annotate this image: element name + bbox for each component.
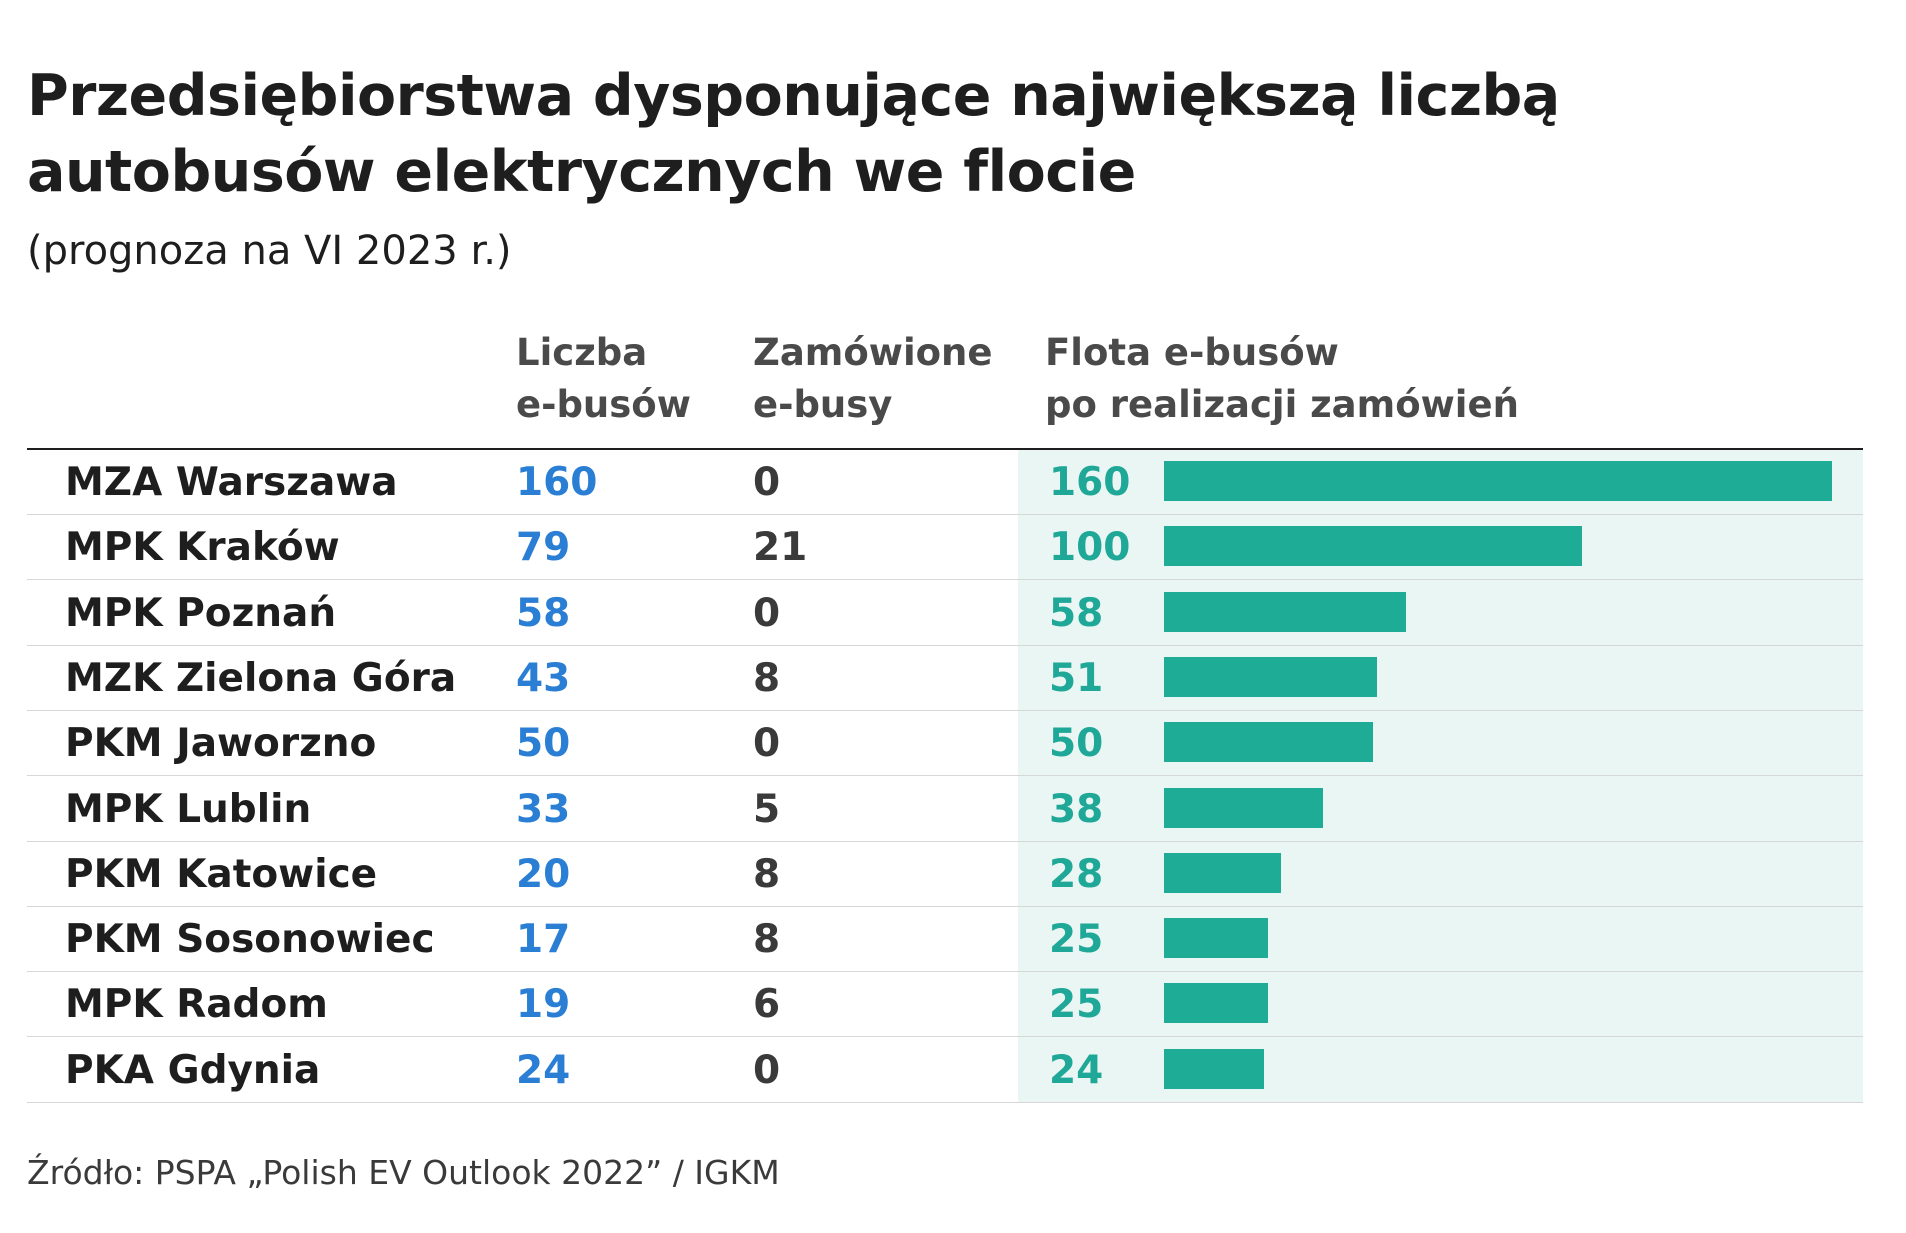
row-divider bbox=[27, 775, 1863, 777]
column-header-ordered-line-2: e-busy bbox=[753, 383, 893, 426]
table-row: MZK Zielona Góra 43 8 51 bbox=[27, 646, 1863, 711]
company-name: PKM Katowice bbox=[65, 851, 378, 897]
row-divider bbox=[27, 1101, 1863, 1103]
row-divider bbox=[27, 905, 1863, 907]
fleet-after-orders: 25 bbox=[1049, 917, 1104, 963]
ordered-ebuses: 0 bbox=[753, 590, 781, 636]
chart-title: Przedsiębiorstwa dysponujące największą … bbox=[27, 58, 1727, 210]
fleet-bar bbox=[1164, 722, 1373, 763]
fleet-bar bbox=[1164, 591, 1407, 632]
ebus-count: 160 bbox=[516, 460, 598, 505]
ordered-ebuses: 6 bbox=[753, 982, 781, 1028]
column-header-count: Liczba e-busów bbox=[516, 327, 691, 431]
row-divider bbox=[27, 514, 1863, 515]
row-divider bbox=[27, 644, 1863, 646]
ebus-count: 50 bbox=[516, 721, 571, 767]
table-row: PKM Sosonowiec 17 8 25 bbox=[27, 907, 1863, 973]
ebus-count: 17 bbox=[516, 917, 571, 963]
ebus-count: 24 bbox=[516, 1047, 571, 1093]
fleet-bar bbox=[1164, 1048, 1265, 1089]
table-row: MPK Lublin 33 5 38 bbox=[27, 777, 1863, 842]
column-header-count-line-1: Liczba bbox=[516, 331, 648, 374]
ordered-ebuses: 0 bbox=[753, 460, 781, 505]
fleet-bar bbox=[1164, 852, 1281, 893]
fleet-after-orders: 50 bbox=[1049, 721, 1104, 767]
company-name: PKM Jaworzno bbox=[65, 721, 377, 767]
fleet-after-orders: 100 bbox=[1049, 525, 1131, 571]
chart-subtitle: (prognoza na VI 2023 r.) bbox=[27, 228, 512, 274]
fleet-bar bbox=[1164, 461, 1832, 501]
company-name: MZA Warszawa bbox=[65, 460, 398, 505]
table-row: PKM Katowice 20 8 28 bbox=[27, 842, 1863, 907]
title-line-1: Przedsiębiorstwa dysponujące największą … bbox=[27, 63, 1560, 129]
ordered-ebuses: 0 bbox=[753, 721, 781, 767]
fleet-bar bbox=[1164, 656, 1377, 697]
table-row: MZA Warszawa 160 0 160 bbox=[27, 450, 1863, 515]
ebus-count: 19 bbox=[516, 982, 571, 1028]
column-header-fleet-line-1: Flota e-busów bbox=[1045, 331, 1339, 374]
table-row: MPK Poznań 58 0 58 bbox=[27, 581, 1863, 646]
table-row: MPK Radom 19 6 25 bbox=[27, 972, 1863, 1038]
column-header-fleet-line-2: po realizacji zamówień bbox=[1045, 383, 1519, 426]
ebus-count: 43 bbox=[516, 655, 571, 701]
company-name: MPK Lublin bbox=[65, 786, 312, 832]
row-divider bbox=[27, 579, 1863, 581]
table-row: PKA Gdynia 24 0 24 bbox=[27, 1038, 1863, 1103]
row-divider bbox=[27, 1036, 1863, 1038]
column-header-ordered-line-1: Zamówione bbox=[753, 331, 993, 374]
company-name: MPK Poznań bbox=[65, 590, 337, 636]
fleet-bar bbox=[1164, 787, 1323, 828]
table-row: PKM Jaworzno 50 0 50 bbox=[27, 711, 1863, 777]
ebus-count: 33 bbox=[516, 786, 571, 832]
fleet-bar bbox=[1164, 918, 1269, 959]
column-header-fleet: Flota e-busów po realizacji zamówień bbox=[1045, 327, 1519, 431]
column-header-count-line-2: e-busów bbox=[516, 383, 691, 426]
fleet-after-orders: 25 bbox=[1049, 982, 1104, 1028]
company-name: PKM Sosonowiec bbox=[65, 917, 435, 963]
fleet-after-orders: 58 bbox=[1049, 590, 1104, 636]
company-name: MZK Zielona Góra bbox=[65, 655, 457, 701]
ebus-count: 79 bbox=[516, 525, 571, 571]
ordered-ebuses: 8 bbox=[753, 917, 781, 963]
fleet-after-orders: 24 bbox=[1049, 1047, 1104, 1093]
company-name: PKA Gdynia bbox=[65, 1047, 321, 1093]
title-line-2: autobusów elektrycznych we flocie bbox=[27, 139, 1136, 205]
company-name: MPK Radom bbox=[65, 982, 328, 1028]
ordered-ebuses: 21 bbox=[753, 525, 808, 571]
column-header-ordered: Zamówione e-busy bbox=[753, 327, 993, 431]
ordered-ebuses: 5 bbox=[753, 786, 781, 832]
fleet-bar bbox=[1164, 983, 1269, 1024]
fleet-after-orders: 51 bbox=[1049, 655, 1104, 701]
ebus-count: 58 bbox=[516, 590, 571, 636]
ebus-count: 20 bbox=[516, 851, 571, 897]
fleet-after-orders: 38 bbox=[1049, 786, 1104, 832]
row-divider bbox=[27, 840, 1863, 842]
ordered-ebuses: 8 bbox=[753, 655, 781, 701]
ordered-ebuses: 8 bbox=[753, 851, 781, 897]
company-name: MPK Kraków bbox=[65, 525, 340, 571]
header-rule bbox=[27, 448, 1863, 450]
fleet-bar bbox=[1164, 526, 1582, 567]
fleet-after-orders: 28 bbox=[1049, 851, 1104, 897]
table-row: MPK Kraków 79 21 100 bbox=[27, 515, 1863, 581]
ordered-ebuses: 0 bbox=[753, 1047, 781, 1093]
row-divider bbox=[27, 709, 1863, 711]
row-divider bbox=[27, 971, 1863, 973]
source-note: Źródło: PSPA „Polish EV Outlook 2022” / … bbox=[27, 1153, 780, 1192]
fleet-after-orders: 160 bbox=[1049, 460, 1131, 505]
